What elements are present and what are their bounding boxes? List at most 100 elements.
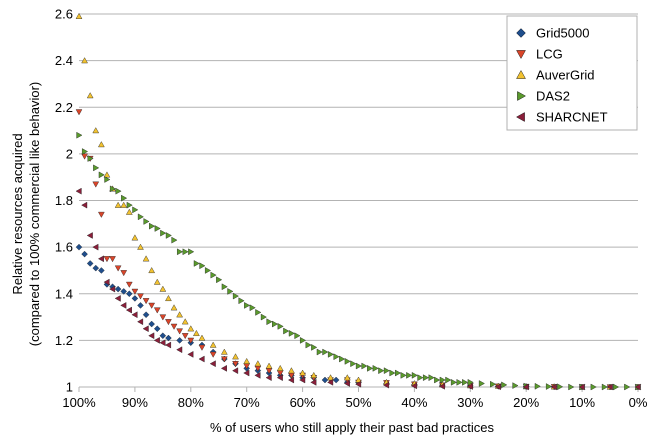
data-point xyxy=(142,311,150,319)
data-point xyxy=(220,365,227,372)
data-point xyxy=(181,333,189,340)
data-point xyxy=(216,276,223,284)
legend-box xyxy=(506,15,638,131)
data-point xyxy=(98,211,105,218)
data-point xyxy=(232,367,239,375)
data-point xyxy=(165,232,172,239)
y-tick-label: 1.8 xyxy=(55,193,73,208)
data-point xyxy=(75,109,83,116)
data-point xyxy=(344,358,351,365)
data-point xyxy=(176,328,183,335)
y-axis-title-line-2: (compared to 100% commercial like behavi… xyxy=(27,82,42,346)
data-point xyxy=(276,374,283,382)
data-point xyxy=(343,380,350,387)
data-point xyxy=(288,376,295,384)
data-point xyxy=(198,334,206,341)
data-point xyxy=(187,325,195,332)
data-point xyxy=(276,364,284,371)
data-point xyxy=(389,369,396,377)
data-point xyxy=(417,374,424,382)
x-tick-label: 90% xyxy=(122,395,148,410)
data-point xyxy=(310,378,317,386)
data-point xyxy=(265,362,273,369)
data-point xyxy=(249,304,256,312)
data-point xyxy=(187,351,194,358)
data-point xyxy=(182,248,189,256)
data-point xyxy=(125,208,133,215)
data-point xyxy=(120,270,128,277)
data-point xyxy=(148,320,155,328)
data-point xyxy=(578,383,585,391)
data-point xyxy=(501,381,508,389)
data-point xyxy=(81,201,88,209)
data-point xyxy=(210,271,217,279)
data-point xyxy=(613,383,620,391)
data-point xyxy=(438,382,445,390)
data-point xyxy=(199,262,206,270)
legend-label: AuverGrid xyxy=(536,68,595,83)
series-sharcnet xyxy=(75,187,641,391)
data-point xyxy=(204,267,211,274)
data-point xyxy=(467,378,474,386)
data-point xyxy=(209,341,217,348)
x-tick-label: 50% xyxy=(345,395,371,410)
legend-marker xyxy=(517,91,527,101)
data-point xyxy=(92,127,100,134)
data-point xyxy=(260,313,267,321)
data-point xyxy=(410,382,417,390)
data-point xyxy=(343,374,351,381)
data-point xyxy=(383,381,390,389)
data-point xyxy=(590,383,597,391)
data-point xyxy=(120,288,128,295)
data-point xyxy=(92,264,100,272)
data-point xyxy=(265,374,272,382)
data-point xyxy=(422,374,429,382)
data-point xyxy=(109,285,116,293)
data-point xyxy=(294,332,301,340)
data-point xyxy=(176,346,183,354)
y-tick-label: 1.4 xyxy=(55,286,73,301)
data-point xyxy=(137,293,144,300)
data-point xyxy=(327,351,334,358)
data-point xyxy=(188,248,195,256)
x-tick-label: 0% xyxy=(629,395,648,410)
data-point xyxy=(103,171,111,178)
data-point xyxy=(121,194,128,202)
grid-lines xyxy=(79,13,638,341)
series-lcg xyxy=(75,109,642,391)
data-point xyxy=(131,295,139,302)
data-point xyxy=(606,383,613,391)
data-point xyxy=(103,256,111,263)
legend: Grid5000 LCG AuverGrid DAS2 SHARCNET xyxy=(506,15,638,131)
data-point xyxy=(176,311,183,318)
data-point xyxy=(103,278,110,286)
x-tick-label: 20% xyxy=(513,395,539,410)
data-point xyxy=(193,260,200,267)
series-grid5000 xyxy=(75,243,642,391)
data-point xyxy=(232,353,239,360)
data-point xyxy=(411,372,418,379)
y-tick-label: 2.2 xyxy=(55,100,73,115)
data-point xyxy=(132,206,139,214)
tick-labels: 1 1.2 1.4 1.6 1.8 2 2.2 2.4 2.6 100% 90% 80% 70% 60% 5… xyxy=(55,7,648,411)
legend-label: LCG xyxy=(536,47,563,62)
data-point xyxy=(439,376,446,384)
data-point xyxy=(227,288,234,295)
y-tick-label: 1.6 xyxy=(55,240,73,255)
data-point xyxy=(153,325,161,333)
data-point xyxy=(97,255,104,263)
data-point xyxy=(153,307,161,314)
data-point xyxy=(114,265,122,272)
data-point xyxy=(187,337,195,344)
data-point xyxy=(142,325,149,333)
legend-label: SHARCNET xyxy=(536,110,608,125)
data-point xyxy=(137,213,144,221)
data-point xyxy=(534,382,541,390)
data-point xyxy=(120,302,127,309)
data-point xyxy=(181,318,189,325)
data-point xyxy=(272,320,279,328)
data-point xyxy=(445,376,452,384)
data-point xyxy=(434,376,441,384)
data-point xyxy=(86,92,94,99)
